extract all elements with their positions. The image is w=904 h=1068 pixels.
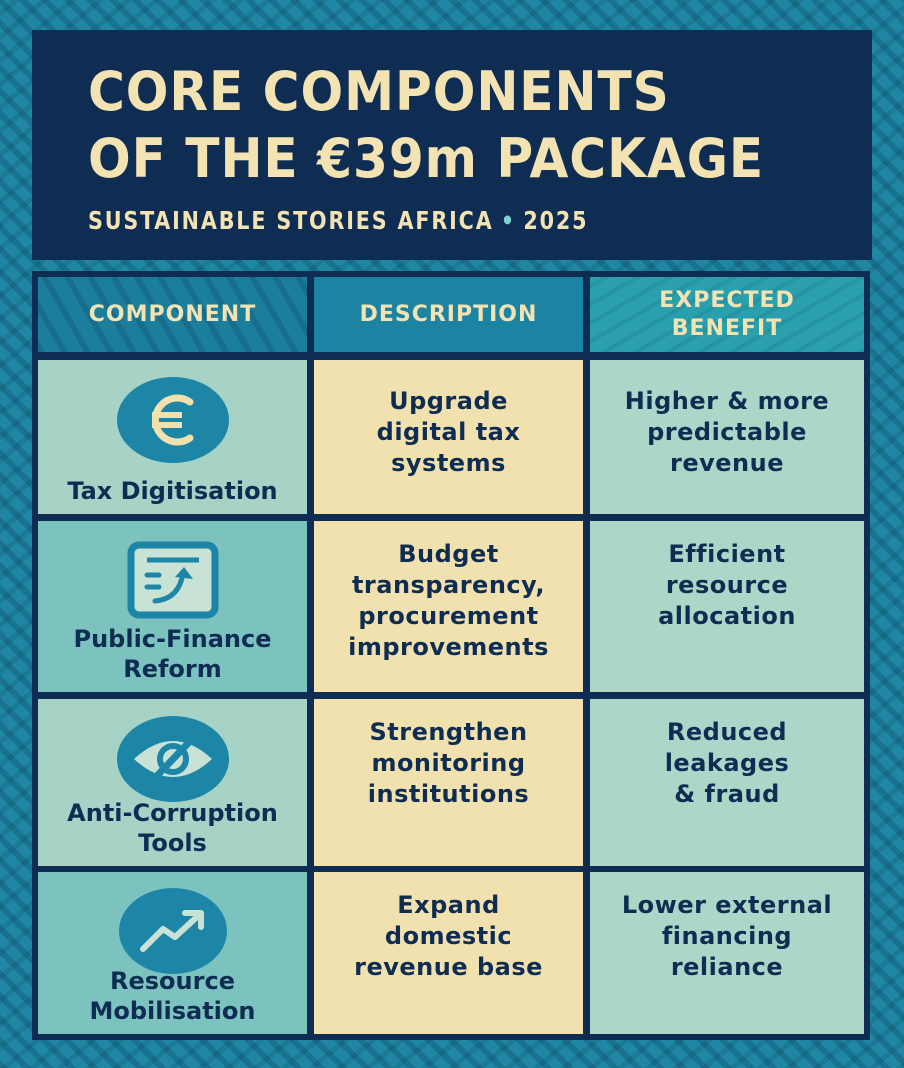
- description-line: systems: [391, 449, 506, 477]
- column-header-description: DESCRIPTION: [314, 277, 583, 352]
- benefit-line: Reduced: [666, 718, 788, 746]
- table-row-1-benefit: Higher & more predictable revenue: [590, 360, 864, 514]
- benefit-line: resource: [665, 571, 789, 599]
- subtitle-org: SUSTAINABLE STORIES AFRICA: [88, 206, 494, 235]
- column-header-benefit: EXPECTED BENEFIT: [590, 277, 864, 352]
- page-title-line-2: OF THE €39m PACKAGE: [88, 127, 765, 190]
- euro-icon: [116, 377, 229, 463]
- table-row-4-benefit: Lower external financing reliance: [590, 872, 864, 1034]
- column-header-label: BENEFIT: [671, 315, 783, 341]
- benefit-line: revenue: [670, 449, 784, 477]
- description-line: digital tax: [376, 418, 521, 446]
- column-header-label: DESCRIPTION: [359, 301, 538, 327]
- benefit-line: allocation: [658, 602, 796, 630]
- table-row-4-component: Resource Mobilisation: [38, 872, 307, 1034]
- trend-up-icon: [118, 888, 227, 974]
- column-header-label: EXPECTED: [659, 287, 795, 313]
- description-line: procurement: [358, 602, 539, 630]
- subtitle-year: 2025: [523, 206, 589, 235]
- benefit-line: Lower external: [621, 891, 833, 919]
- description-line: Upgrade: [389, 387, 508, 415]
- description-line: revenue base: [354, 953, 543, 981]
- benefit-line: financing: [661, 922, 793, 950]
- table-row-3-description: Strengthen monitoring institutions: [314, 699, 583, 866]
- table-row-1-component: Tax Digitisation: [38, 360, 307, 514]
- column-header-label: COMPONENT: [88, 301, 257, 327]
- benefit-line: Efficient: [668, 540, 786, 568]
- benefit-line: predictable: [647, 418, 807, 446]
- description-line: Strengthen: [369, 718, 528, 746]
- title-banner: CORE COMPONENTS OF THE €39m PACKAGE SUST…: [32, 30, 872, 260]
- description-line: Budget: [398, 540, 499, 568]
- page-title-line-1: CORE COMPONENTS: [88, 60, 670, 123]
- component-name: Tax Digitisation: [67, 477, 278, 505]
- description-line: monitoring: [371, 749, 526, 777]
- description-line: institutions: [367, 780, 530, 808]
- eye-slash-icon: [116, 716, 229, 802]
- subtitle: SUSTAINABLE STORIES AFRICA • 2025: [88, 206, 588, 235]
- separator-dot: •: [500, 206, 517, 235]
- benefit-line: reliance: [670, 953, 784, 981]
- table-row-2-description: Budget transparency, procurement improve…: [314, 521, 583, 692]
- description-line: Expand: [397, 891, 500, 919]
- component-name: Anti-Corruption: [67, 799, 278, 827]
- column-header-component: COMPONENT: [38, 277, 307, 352]
- description-line: improvements: [348, 633, 549, 661]
- benefit-line: leakages: [664, 749, 790, 777]
- description-line: domestic: [384, 922, 513, 950]
- table-row-3-component: Anti-Corruption Tools: [38, 699, 307, 866]
- component-name: Mobilisation: [89, 997, 256, 1025]
- benefit-line: Higher & more: [624, 387, 830, 415]
- component-name: Tools: [138, 829, 207, 857]
- component-name: Reform: [123, 655, 222, 683]
- table-row-1-description: Upgrade digital tax systems: [314, 360, 583, 514]
- budget-document-icon: [127, 541, 219, 623]
- component-name: Public-Finance: [73, 625, 272, 653]
- components-table: COMPONENT DESCRIPTION EXPECTED BENEFIT T…: [32, 271, 870, 1040]
- table-row-3-benefit: Reduced leakages & fraud: [590, 699, 864, 866]
- table-row-4-description: Expand domestic revenue base: [314, 872, 583, 1034]
- table-row-2-component: Public-Finance Reform: [38, 521, 307, 692]
- table-row-2-benefit: Efficient resource allocation: [590, 521, 864, 692]
- benefit-line: & fraud: [674, 780, 780, 808]
- description-line: transparency,: [351, 571, 546, 599]
